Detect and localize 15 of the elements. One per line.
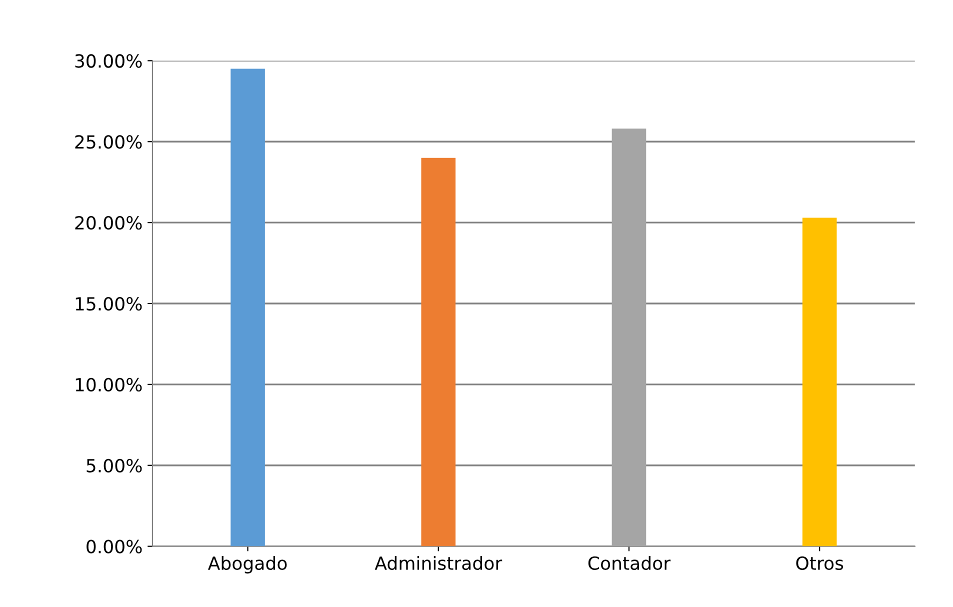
x-tick-label: Contador bbox=[588, 556, 671, 570]
y-tick-label: 30.00% bbox=[75, 54, 142, 68]
y-tick-label: 15.00% bbox=[76, 296, 142, 311]
y-tick-label: 25.00% bbox=[75, 135, 142, 149]
y-tick-label: 10.00% bbox=[76, 378, 142, 392]
bar bbox=[421, 158, 456, 546]
bar bbox=[612, 128, 646, 546]
y-tick-label: 20.00% bbox=[75, 216, 142, 230]
x-tick-label: Administrador bbox=[374, 556, 502, 570]
x-tick-label: Otros bbox=[796, 556, 844, 570]
x-tick-label: Abogado bbox=[208, 556, 287, 574]
y-tick-label: 5.00% bbox=[86, 458, 142, 472]
bar bbox=[802, 218, 837, 546]
y-tick-label: 0.00% bbox=[86, 540, 142, 554]
bar bbox=[230, 68, 265, 546]
